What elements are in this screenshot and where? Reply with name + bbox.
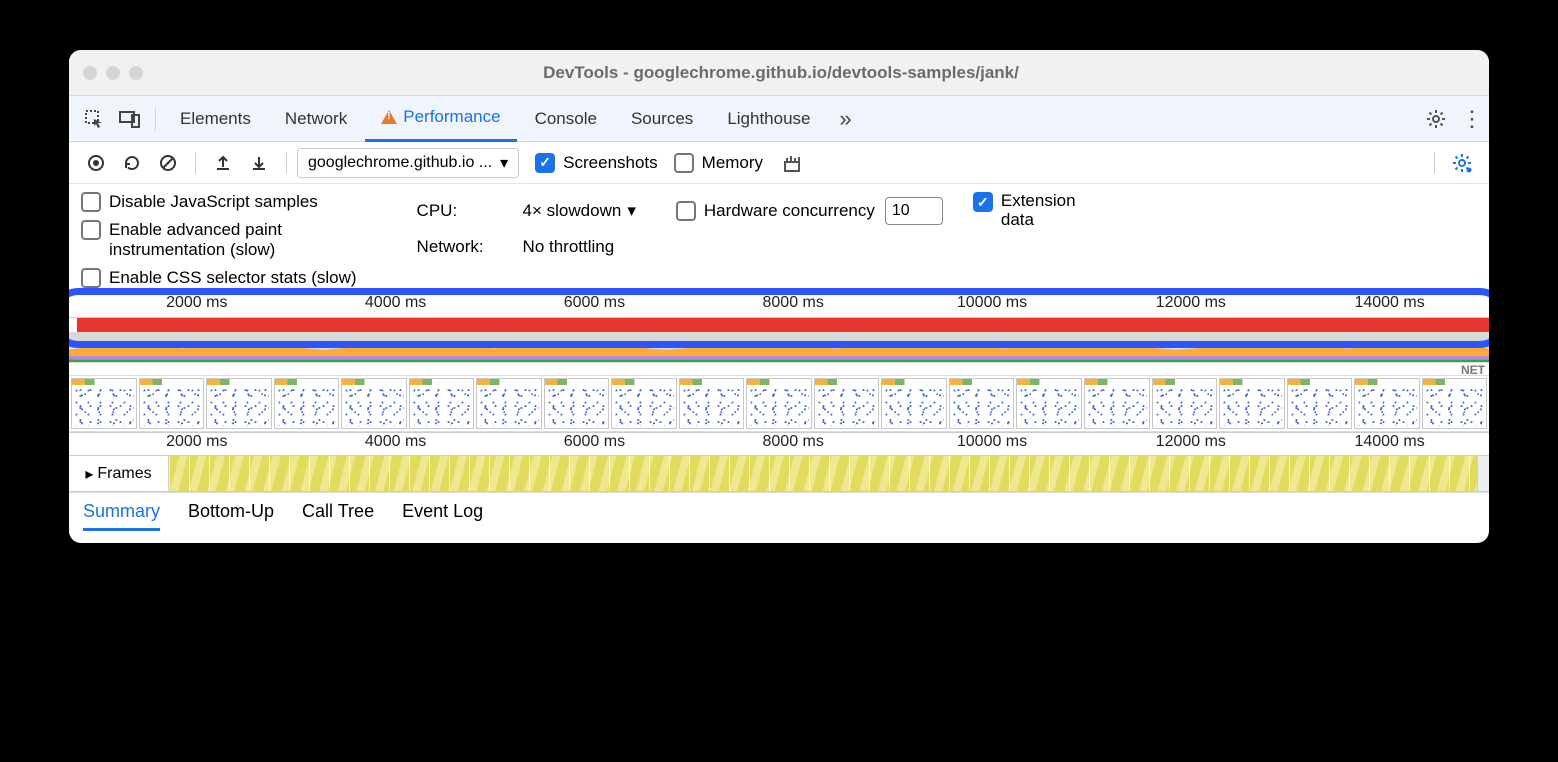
expand-triangle-icon: ▸ xyxy=(85,464,93,484)
inspect-icon[interactable] xyxy=(77,102,111,136)
ruler-tick: 6000 ms xyxy=(564,433,625,451)
screenshot-thumb[interactable] xyxy=(1219,378,1285,429)
ruler-tick: 12000 ms xyxy=(1156,433,1226,451)
hw-concurrency-checkbox[interactable]: Hardware concurrency xyxy=(676,201,875,221)
chevron-down-icon: ▾ xyxy=(500,153,508,173)
screenshot-thumb[interactable] xyxy=(1422,378,1488,429)
detail-tabs: Summary Bottom-Up Call Tree Event Log xyxy=(69,492,1489,543)
overview-cpu-red xyxy=(69,318,1489,332)
ruler-tick: 4000 ms xyxy=(365,433,426,451)
ruler-tick: 2000 ms xyxy=(166,433,227,451)
main-tabs: Elements Network Performance Console Sou… xyxy=(69,96,1489,142)
record-button[interactable] xyxy=(79,146,113,180)
screenshot-thumb[interactable] xyxy=(611,378,677,429)
tab-network[interactable]: Network xyxy=(269,96,363,142)
ruler-tick: 2000 ms xyxy=(166,294,227,312)
tab-summary[interactable]: Summary xyxy=(83,501,160,531)
ruler-tick: 8000 ms xyxy=(763,294,824,312)
screenshot-thumb[interactable] xyxy=(409,378,475,429)
screenshot-thumb[interactable] xyxy=(274,378,340,429)
overview-activity-chart xyxy=(69,332,1489,362)
perf-toolbar: googlechrome.github.io ... ▾ Screenshots… xyxy=(69,142,1489,184)
screenshot-thumb[interactable] xyxy=(881,378,947,429)
titlebar: DevTools - googlechrome.github.io/devtoo… xyxy=(69,50,1489,96)
zoom-dot[interactable] xyxy=(129,66,143,80)
collect-garbage-icon[interactable] xyxy=(775,146,809,180)
frames-track-label[interactable]: ▸ Frames xyxy=(69,456,169,491)
screenshot-thumb[interactable] xyxy=(476,378,542,429)
disable-js-checkbox[interactable]: Disable JavaScript samples xyxy=(81,192,357,212)
css-stats-checkbox[interactable]: Enable CSS selector stats (slow) xyxy=(81,268,357,288)
frames-track[interactable]: ▸ Frames xyxy=(69,456,1489,492)
screenshot-thumb[interactable] xyxy=(746,378,812,429)
memory-checkbox[interactable]: Memory xyxy=(674,153,763,173)
screenshot-thumb[interactable] xyxy=(206,378,272,429)
ruler-tick: 6000 ms xyxy=(564,294,625,312)
extension-data-checkbox[interactable]: Extensiondata xyxy=(973,192,1076,229)
network-throttle-row: Network: No throttling xyxy=(417,237,1076,257)
screenshot-thumb[interactable] xyxy=(1287,378,1353,429)
clear-button[interactable] xyxy=(151,146,185,180)
screenshot-thumb[interactable] xyxy=(544,378,610,429)
settings-gear-icon[interactable] xyxy=(1419,102,1453,136)
frames-bars[interactable] xyxy=(169,456,1477,491)
screenshots-checkbox[interactable]: Screenshots xyxy=(535,153,658,173)
capture-settings-gear-icon[interactable] xyxy=(1445,146,1479,180)
device-toolbar-icon[interactable] xyxy=(113,102,147,136)
ruler-tick: 10000 ms xyxy=(957,294,1027,312)
adv-paint-checkbox[interactable]: Enable advanced paintinstrumentation (sl… xyxy=(81,220,357,260)
tab-elements[interactable]: Elements xyxy=(164,96,267,142)
hw-concurrency-input[interactable] xyxy=(885,197,943,225)
cpu-throttle-select[interactable]: 4× slowdown ▾ xyxy=(523,201,636,221)
tab-event-log[interactable]: Event Log xyxy=(402,501,483,531)
close-dot[interactable] xyxy=(83,66,97,80)
tab-call-tree[interactable]: Call Tree xyxy=(302,501,374,531)
ruler-tick: 14000 ms xyxy=(1354,433,1424,451)
overview-ruler[interactable]: 2000 ms 4000 ms 6000 ms 8000 ms 10000 ms 1200… xyxy=(69,294,1489,318)
tab-console[interactable]: Console xyxy=(519,96,613,142)
screenshot-thumb[interactable] xyxy=(1354,378,1420,429)
tab-performance[interactable]: Performance xyxy=(365,96,516,142)
screenshot-thumb[interactable] xyxy=(1016,378,1082,429)
cpu-throttle-row: CPU: 4× slowdown ▾ Hardware concurrency … xyxy=(417,192,1076,229)
window-title: DevTools - googlechrome.github.io/devtoo… xyxy=(143,63,1419,83)
main-ruler[interactable]: 2000 ms 4000 ms 6000 ms 8000 ms 10000 ms 1200… xyxy=(69,432,1489,456)
screenshot-thumb[interactable] xyxy=(71,378,137,429)
reload-button[interactable] xyxy=(115,146,149,180)
screenshot-filmstrip[interactable] xyxy=(69,376,1489,432)
overview-net-row: NET xyxy=(69,362,1489,376)
ruler-tick: 4000 ms xyxy=(365,294,426,312)
download-button[interactable] xyxy=(242,146,276,180)
window-controls[interactable] xyxy=(83,66,143,80)
ruler-tick: 10000 ms xyxy=(957,433,1027,451)
more-tabs-icon[interactable]: » xyxy=(829,102,863,136)
kebab-menu-icon[interactable]: ⋮ xyxy=(1455,102,1489,136)
screenshot-thumb[interactable] xyxy=(1152,378,1218,429)
minimize-dot[interactable] xyxy=(106,66,120,80)
devtools-window: DevTools - googlechrome.github.io/devtoo… xyxy=(69,50,1489,543)
profile-select[interactable]: googlechrome.github.io ... ▾ xyxy=(297,148,519,178)
upload-button[interactable] xyxy=(206,146,240,180)
chevron-down-icon: ▾ xyxy=(627,201,636,221)
warning-icon xyxy=(381,110,397,124)
ruler-tick: 8000 ms xyxy=(763,433,824,451)
ruler-tick: 12000 ms xyxy=(1156,294,1226,312)
screenshot-thumb[interactable] xyxy=(139,378,205,429)
tab-lighthouse[interactable]: Lighthouse xyxy=(711,96,826,142)
ruler-tick: 14000 ms xyxy=(1354,294,1424,312)
screenshot-thumb[interactable] xyxy=(341,378,407,429)
screenshot-thumb[interactable] xyxy=(949,378,1015,429)
capture-settings-panel: Disable JavaScript samples Enable advanc… xyxy=(69,184,1489,294)
timeline-overview[interactable]: 2000 ms 4000 ms 6000 ms 8000 ms 10000 ms 1200… xyxy=(69,294,1489,492)
screenshot-thumb[interactable] xyxy=(679,378,745,429)
screenshot-thumb[interactable] xyxy=(1084,378,1150,429)
tab-bottom-up[interactable]: Bottom-Up xyxy=(188,501,274,531)
scrollbar[interactable] xyxy=(1477,456,1489,491)
network-throttle-select[interactable]: No throttling xyxy=(523,237,615,257)
screenshot-thumb[interactable] xyxy=(814,378,880,429)
tab-sources[interactable]: Sources xyxy=(615,96,709,142)
